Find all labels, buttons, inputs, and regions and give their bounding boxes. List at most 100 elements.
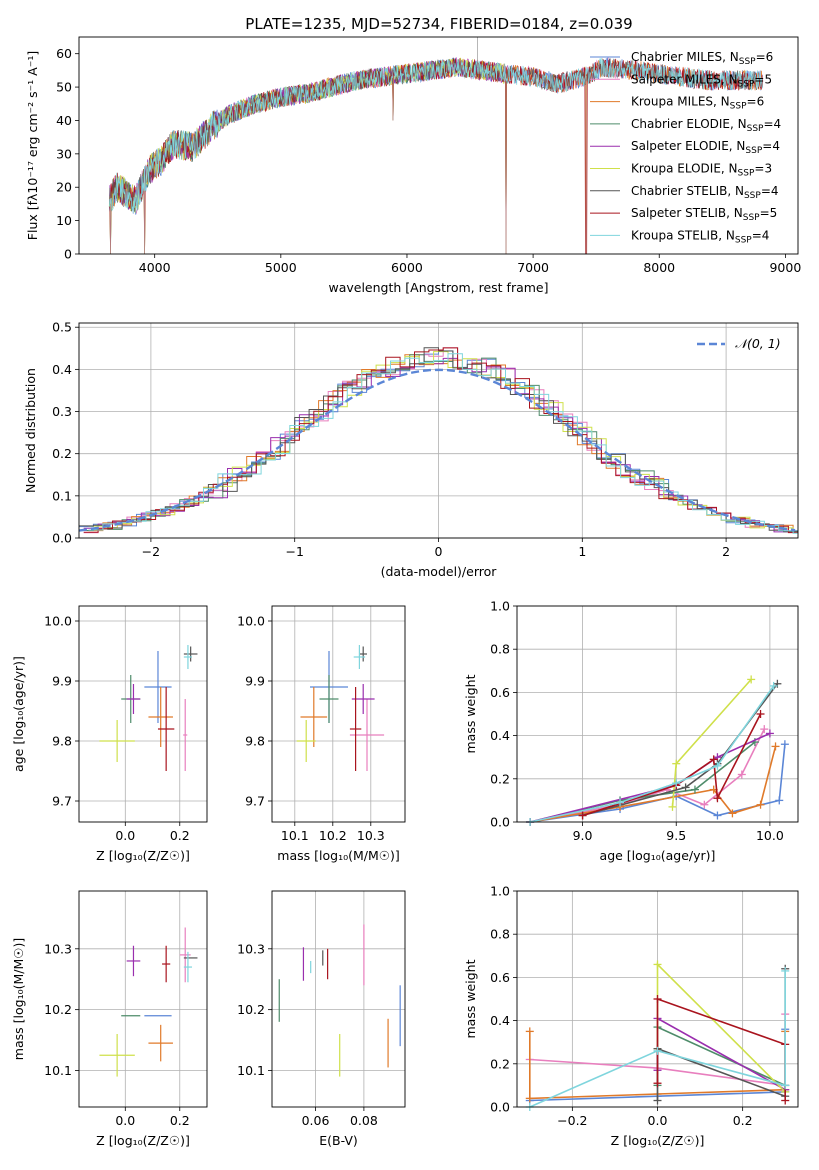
x-tick-label: −2: [142, 544, 160, 559]
y-tick-label: 1.0: [490, 599, 510, 614]
x-tick-label: 0.06: [302, 1113, 330, 1128]
legend-label-chab_elodie: Chabrier ELODIE, NSSP=4: [631, 117, 781, 134]
legend-n: =4: [752, 228, 770, 242]
y-tick-label: 9.9: [52, 674, 72, 689]
x-tick-label: 5000: [265, 260, 297, 275]
y-tick-label: 10.0: [237, 614, 265, 629]
axes-frame: [516, 605, 799, 823]
y-axis-label: mass weight: [463, 959, 478, 1038]
legend-subscript: SSP: [738, 169, 755, 179]
y-tick-label: 0: [64, 247, 72, 262]
y-tick-label: 0.6: [490, 970, 510, 985]
x-tick-label: 0.2: [733, 1113, 753, 1128]
x-axis-label: (data-model)/error: [381, 564, 498, 579]
x-tick-label: −1: [285, 544, 303, 559]
legend-gaussian-label: 𝒩(0, 1): [735, 336, 781, 351]
x-axis-label: wavelength [Angstrom, rest frame]: [328, 280, 548, 295]
weight-line-chab_miles: [529, 744, 786, 822]
legend-n: =5: [754, 72, 772, 86]
legend-subscript: SSP: [738, 79, 755, 89]
y-tick-label: 0.2: [490, 771, 510, 786]
y-tick-label: 1.0: [490, 884, 510, 899]
y-tick-label: 10.2: [237, 1002, 265, 1017]
y-tick-label: 0.0: [490, 1100, 510, 1115]
y-axis-label: age [log₁₀(age/yr)]: [11, 656, 26, 772]
x-tick-label: 8000: [643, 260, 675, 275]
x-tick-label: 10.0: [756, 828, 784, 843]
legend-n: =5: [760, 206, 778, 220]
x-tick-label: 7000: [517, 260, 549, 275]
weight-line-salp_stelib: [582, 713, 762, 817]
x-tick-label: −0.2: [557, 1113, 587, 1128]
x-tick-label: 2: [722, 544, 730, 559]
spectrum-line-krou_stelib: [108, 57, 764, 213]
y-tick-label: 0.4: [490, 728, 510, 743]
legend-subscript: SSP: [744, 191, 761, 201]
x-tick-label: 10.1: [281, 828, 309, 843]
spectrum-line-salp_elodie: [108, 57, 509, 210]
weight-line-salp_stelib: [656, 997, 786, 1101]
grid-layer: [79, 323, 798, 1108]
y-tick-label: 0.2: [490, 1056, 510, 1071]
y-tick-label: 0.1: [52, 488, 72, 503]
x-tick-label: 9000: [769, 260, 801, 275]
y-tick-label: 0.0: [490, 815, 510, 830]
legend-label-krou_elodie: Kroupa ELODIE, NSSP=3: [631, 162, 772, 179]
y-axis-label: mass weight: [463, 674, 478, 753]
legend-n: =4: [762, 139, 780, 153]
axes-frame: [78, 605, 208, 823]
figure-title: PLATE=1235, MJD=52734, FIBERID=0184, z=0…: [245, 15, 632, 33]
spectrum-line-krou_miles: [108, 58, 764, 254]
x-tick-label: 6000: [391, 260, 423, 275]
y-tick-label: 0.4: [490, 1013, 510, 1028]
y-tick-label: 10.2: [44, 1002, 72, 1017]
x-tick-label: 0.0: [115, 1113, 135, 1128]
legend-layer: Chabrier MILES, NSSP=6 Salpeter MILES, NS…: [590, 50, 781, 351]
x-tick-label: 0.08: [350, 1113, 378, 1128]
y-axis-label: Normed distribution: [23, 368, 38, 493]
x-tick-label: 10.2: [319, 828, 347, 843]
x-tick-label: 10.3: [357, 828, 385, 843]
y-tick-label: 10.3: [237, 941, 265, 956]
legend-n: =3: [754, 162, 772, 176]
y-tick-label: 0.8: [490, 927, 510, 942]
legend-n: =6: [756, 50, 774, 64]
x-axis-label: Z [log₁₀(Z/Z☉)]: [96, 848, 190, 863]
axes-layer: 4000 5000 6000 7000 8000 90000102030405060wav…: [11, 36, 801, 1148]
y-tick-label: 60: [56, 46, 72, 61]
x-tick-label: 0: [435, 544, 443, 559]
x-tick-label: 0.0: [648, 1113, 668, 1128]
x-tick-label: 1: [578, 544, 586, 559]
legend-label-salp_miles: Salpeter MILES, NSSP=5: [631, 72, 772, 89]
y-tick-label: 10: [56, 213, 72, 228]
y-tick-label: 0.6: [490, 685, 510, 700]
weight-line-chab_elodie: [529, 741, 756, 822]
y-tick-label: 10.3: [44, 941, 72, 956]
x-axis-label: E(B-V): [319, 1133, 358, 1148]
axes-frame: [271, 890, 406, 1108]
y-tick-label: 9.9: [245, 674, 265, 689]
weight-line-salp_elodie: [529, 732, 771, 822]
y-axis-label: Flux [fλ10⁻¹⁷ erg cm⁻² s⁻¹ A⁻¹]: [25, 51, 40, 240]
axes-frame: [271, 605, 406, 823]
y-tick-label: 9.8: [52, 734, 72, 749]
y-tick-label: 0.4: [52, 362, 72, 377]
legend-label-salp_elodie: Salpeter ELODIE, NSSP=4: [631, 139, 780, 156]
y-tick-label: 50: [56, 80, 72, 95]
legend-n: =4: [763, 117, 781, 131]
y-tick-label: 10.1: [237, 1063, 265, 1078]
y-tick-label: 20: [56, 180, 72, 195]
legend-subscript: SSP: [745, 146, 762, 156]
x-axis-label: mass [log₁₀(M/M☉)]: [277, 848, 399, 863]
legend-subscript: SSP: [730, 102, 747, 112]
y-tick-label: 0.0: [52, 531, 72, 546]
axes-frame: [78, 36, 799, 255]
legend-label-chab_miles: Chabrier MILES, NSSP=6: [631, 50, 773, 67]
y-tick-label: 0.5: [52, 320, 72, 335]
y-tick-label: 30: [56, 146, 72, 161]
x-tick-label: 0.2: [170, 828, 190, 843]
legend-label-krou_miles: Kroupa MILES, NSSP=6: [631, 95, 764, 112]
legend-subscript: SSP: [739, 57, 756, 67]
x-axis-label: Z [log₁₀(Z/Z☉)]: [611, 1133, 705, 1148]
